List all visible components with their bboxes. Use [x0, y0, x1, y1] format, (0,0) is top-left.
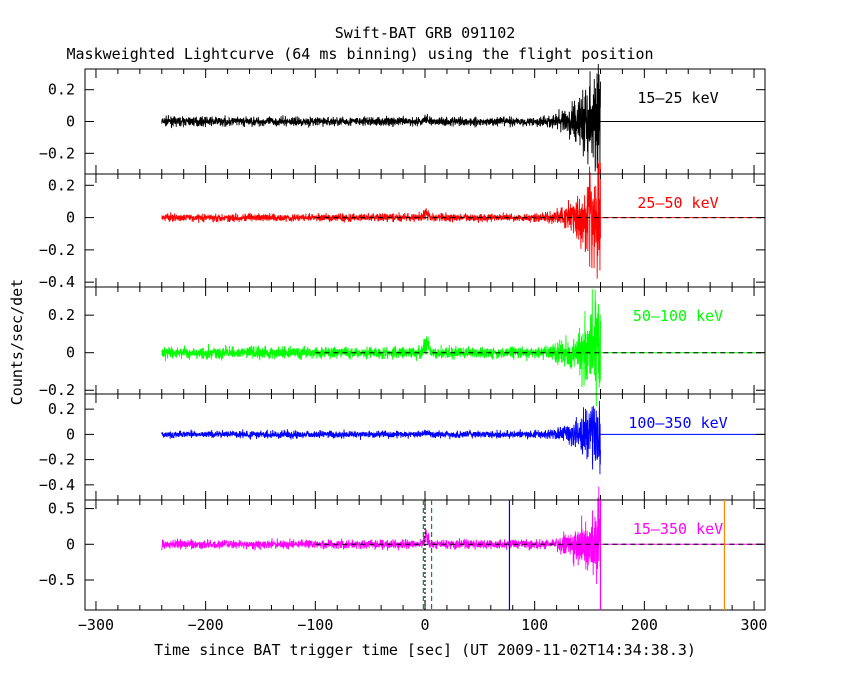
x-tick-label: −200: [188, 616, 224, 634]
y-tick-label: 0: [66, 113, 75, 131]
y-tick-label: −0.2: [39, 144, 75, 162]
energy-band-label: 15–25 keV: [637, 89, 718, 107]
x-tick-label: 100: [521, 616, 548, 634]
y-tick-label: 0: [66, 344, 75, 362]
panel-1: −0.2 0 0.2 15–25 keV: [39, 64, 766, 175]
y-axis-label: Counts/sec/det: [8, 279, 26, 405]
y-tick-label: −0.4: [39, 476, 75, 494]
panel-4: −0.4 −0.2 0 0.2 100–350 keV: [39, 393, 766, 501]
energy-band-label: 25–50 keV: [637, 194, 718, 212]
y-tick-label: 0.2: [48, 306, 75, 324]
y-tick-label: −0.2: [39, 451, 75, 469]
x-tick-label: 300: [740, 616, 767, 634]
chart-subtitle: Maskweighted Lightcurve (64 ms binning) …: [67, 45, 654, 63]
energy-band-label: 15–350 keV: [633, 520, 723, 538]
y-tick-label: 0: [66, 209, 75, 227]
x-tick-label: 0: [420, 616, 429, 634]
y-tick-label: 0: [66, 535, 75, 553]
series-line: [161, 400, 601, 475]
energy-band-label: 50–100 keV: [633, 307, 723, 325]
y-tick-label: −0.2: [39, 381, 75, 399]
panel-frame: [84, 173, 766, 288]
series-line: [161, 64, 601, 175]
y-tick-label: 0: [66, 425, 75, 443]
panel-frame: [84, 393, 766, 501]
chart-title: Swift-BAT GRB 091102: [335, 24, 516, 42]
y-tick-label: 0.2: [48, 176, 75, 194]
y-tick-label: −0.2: [39, 241, 75, 259]
y-tick-label: 0.2: [48, 81, 75, 99]
series-line: [161, 289, 601, 407]
panel-5: −0.5 0 0.5 15–350 keV −300 −200 −100 0 100 200 300: [39, 486, 768, 634]
panel-2: −0.4 −0.2 0 0.2 25–50 keV: [39, 159, 766, 291]
y-tick-label: −0.5: [39, 571, 75, 589]
y-tick-label: −0.4: [39, 273, 75, 291]
panel-3: −0.2 0 0.2 50–100 keV: [39, 286, 766, 407]
x-tick-label: −300: [78, 616, 114, 634]
y-tick-label: 0.5: [48, 500, 75, 518]
energy-band-label: 100–350 keV: [628, 414, 727, 432]
x-axis-label: Time since BAT trigger time [sec] (UT 20…: [154, 641, 696, 659]
x-tick-label: −100: [297, 616, 333, 634]
y-tick-label: 0.2: [48, 400, 75, 418]
x-tick-label: 200: [631, 616, 658, 634]
